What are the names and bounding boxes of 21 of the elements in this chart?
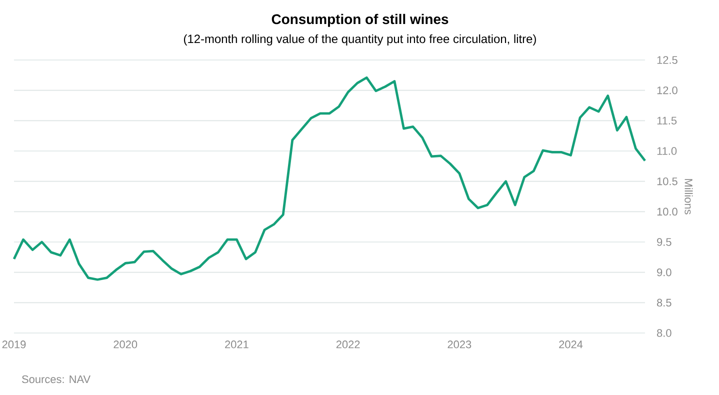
chart-subtitle: (12-month rolling value of the quantity put into free circulation, litre) <box>184 34 536 46</box>
y-tick-label: 10.0 <box>657 208 678 216</box>
y-tick-label: 8.0 <box>657 329 672 337</box>
x-tick-label: 2021 <box>225 340 248 348</box>
y-tick-label: 12.5 <box>657 56 678 64</box>
y-tick-label: 11.0 <box>657 147 677 155</box>
x-tick-label: 2020 <box>114 340 138 348</box>
x-tick-label: 2023 <box>448 340 472 348</box>
y-axis-title: Millions <box>684 179 693 214</box>
x-tick-label: 2022 <box>336 340 360 348</box>
source-note: Sources: NAV <box>22 375 90 384</box>
x-tick-label: 2019 <box>2 340 26 348</box>
y-tick-label: 9.0 <box>657 268 672 276</box>
line-series <box>12 76 646 281</box>
y-tick-label: 9.5 <box>657 238 672 246</box>
chart-title: Consumption of still wines <box>272 14 448 27</box>
y-tick-label: 11.5 <box>657 116 677 124</box>
y-tick-label: 10.5 <box>657 177 678 186</box>
y-tick-label: 8.5 <box>657 298 672 307</box>
y-tick-label: 12.0 <box>657 86 678 94</box>
x-tick-label: 2024 <box>559 340 583 348</box>
